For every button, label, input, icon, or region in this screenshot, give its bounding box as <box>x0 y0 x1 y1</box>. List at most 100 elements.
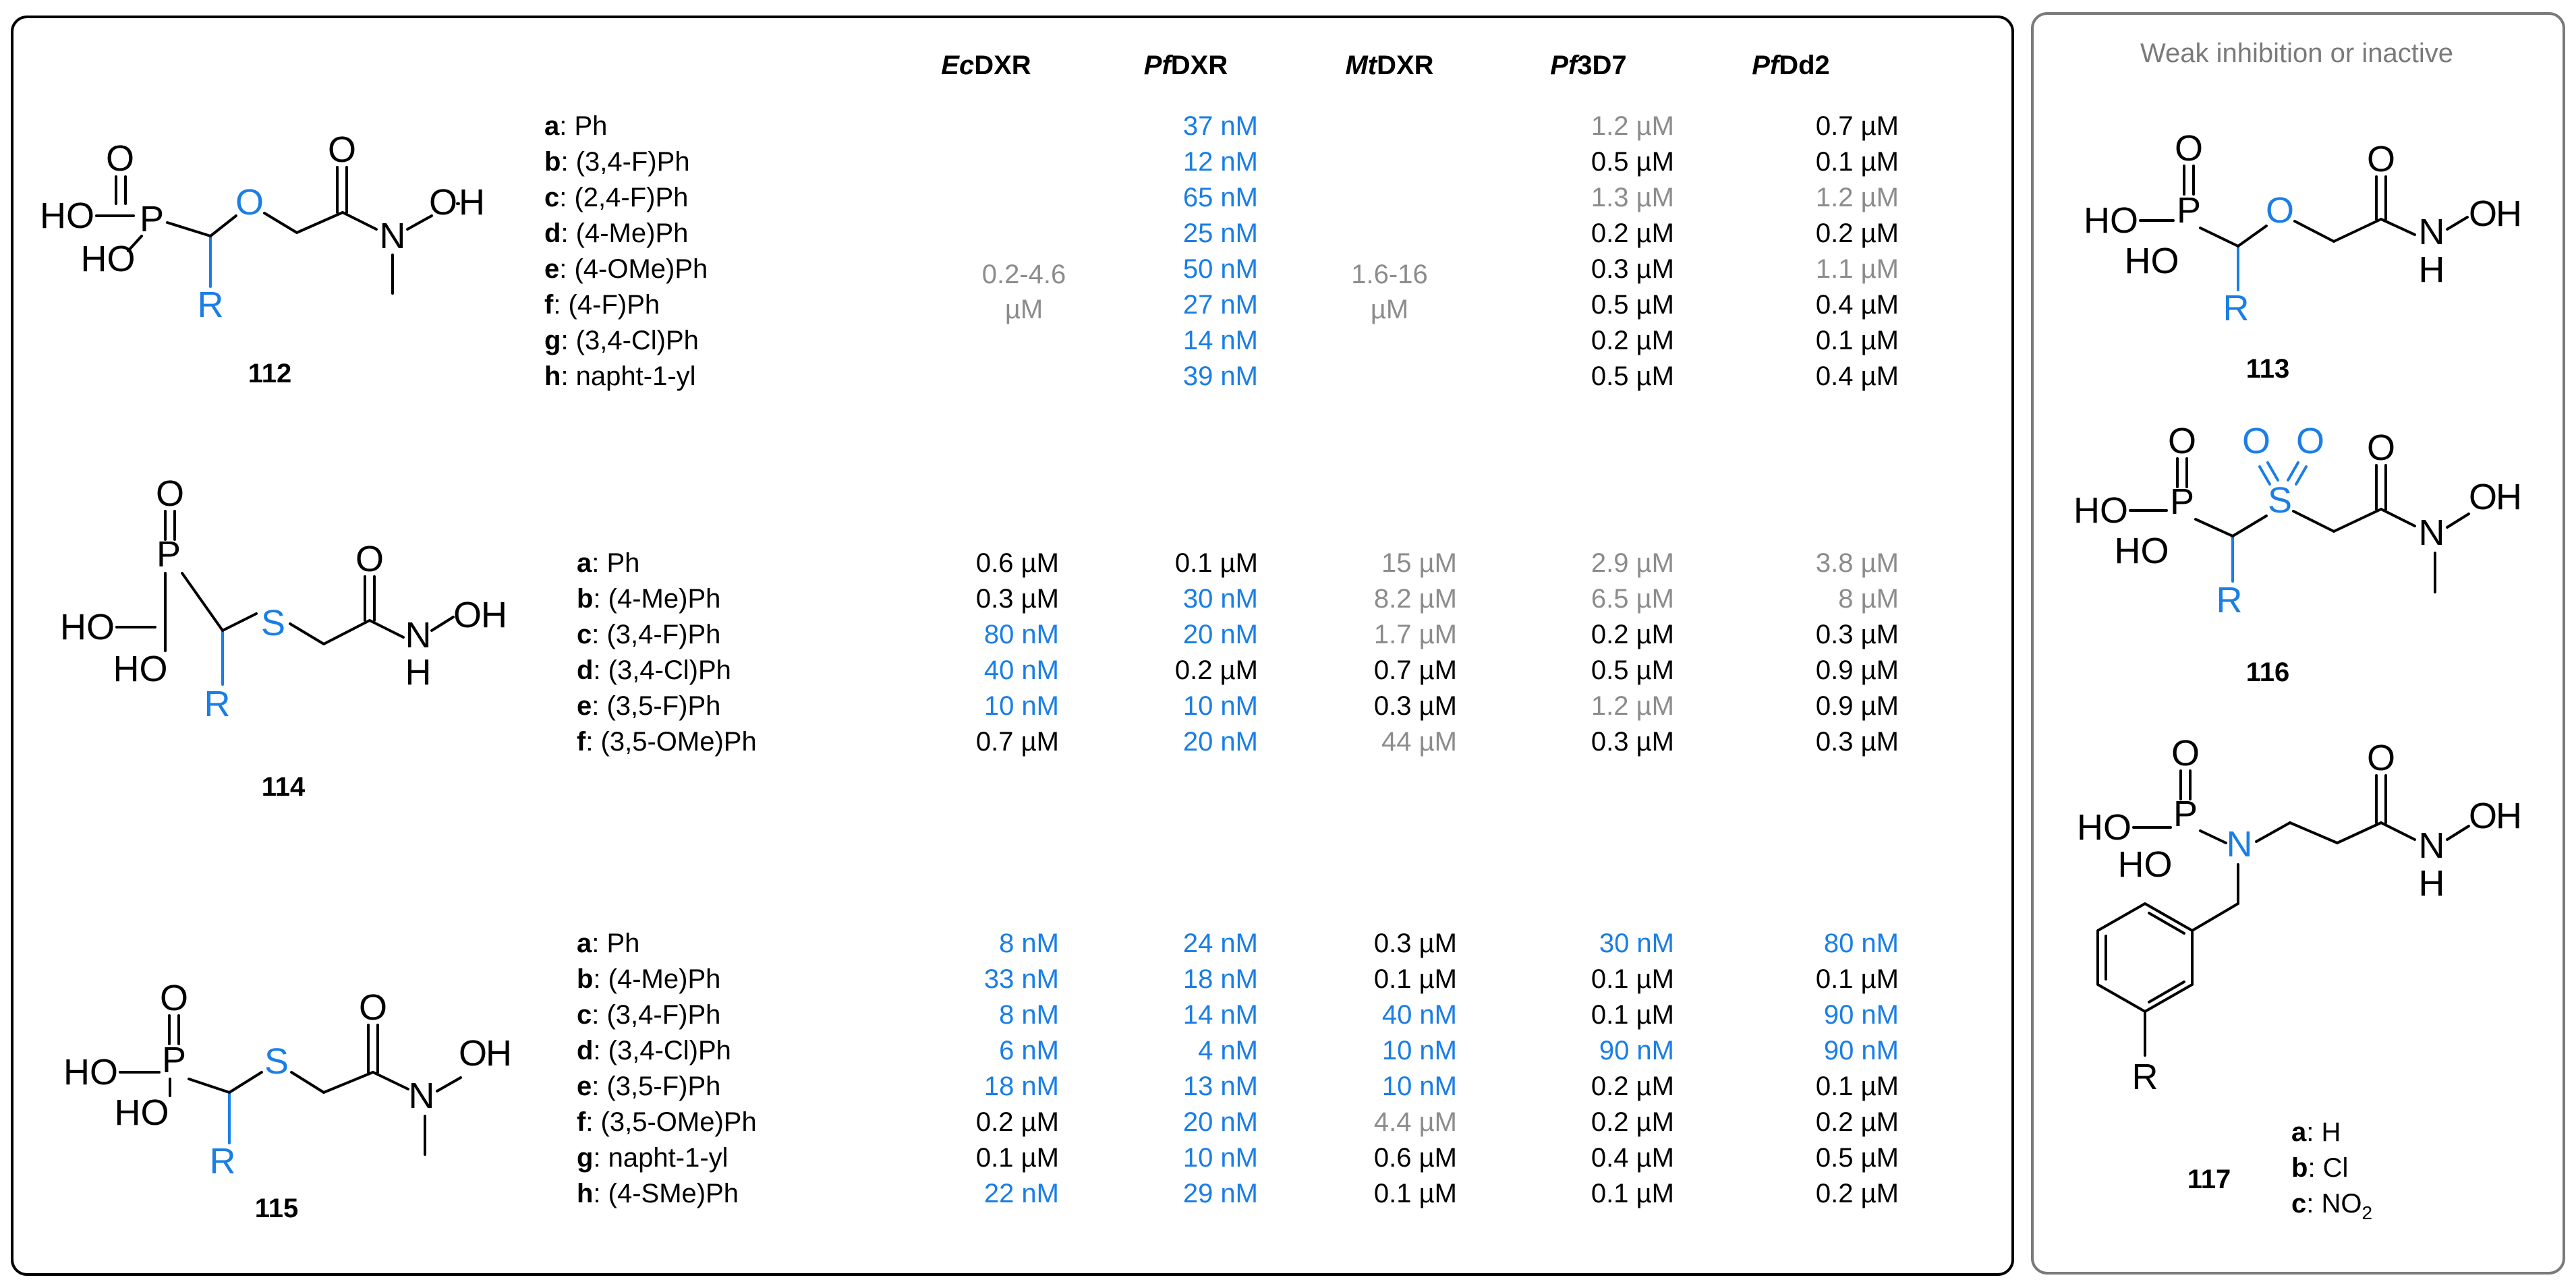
structure-116: O P HO HO R S O O O N O H 116 <box>2073 421 2522 687</box>
value-cell-p3d7: 0.5 µM <box>1591 290 1674 320</box>
atom-label: O <box>359 987 387 1028</box>
atom-label: O <box>2367 428 2395 468</box>
value-cell-dd2: 0.4 µM <box>1816 290 1899 320</box>
r-group-label: g: (3,4-Cl)Ph <box>544 326 699 355</box>
atom-label: O <box>453 595 482 635</box>
value-cell-p3d7: 2.9 µM <box>1591 548 1674 578</box>
header-pfdxr: PfDXR <box>1144 51 1228 80</box>
atom-label: R <box>198 285 224 325</box>
value-cell-ec: 33 nM <box>984 964 1059 994</box>
atom-label: O <box>328 129 356 170</box>
value-cell-p3d7: 0.2 µM <box>1591 326 1674 355</box>
compound-id-117: 117 <box>2187 1165 2231 1194</box>
value-cell-ec: 0.6 µM <box>976 548 1059 578</box>
value-cell-ec: 18 nM <box>984 1072 1059 1101</box>
value-cell-pf: 39 nM <box>1183 361 1258 391</box>
value-cell-pf: 10 nM <box>1183 691 1258 721</box>
atom-label: P <box>2173 794 2198 834</box>
value-cell-dd2: 8 µM <box>1838 584 1899 614</box>
value-cell-dd2: 0.2 µM <box>1816 1179 1899 1208</box>
structure-115: O P HO HO R S O N O H 115 <box>63 978 512 1223</box>
value-cell-pf: 29 nM <box>1183 1179 1258 1208</box>
value-cell-pf: 13 nM <box>1183 1072 1258 1101</box>
atom-label: H <box>2496 796 2522 836</box>
atom-label: R <box>204 684 231 724</box>
atom-label: O <box>2242 421 2270 461</box>
structure-112: O P HO HO R O O N O H 112 <box>40 129 485 388</box>
atom-label: P <box>140 199 164 239</box>
value-cell-pf: 20 nM <box>1183 727 1258 757</box>
value-cell-ec: 10 nM <box>984 691 1059 721</box>
value-cell-p3d7: 90 nM <box>1599 1036 1674 1065</box>
value-cell-pf: 24 nM <box>1183 929 1258 958</box>
r-group-label: f: (3,5-OMe)Ph <box>577 1107 757 1137</box>
atom-label: S <box>264 1041 289 1082</box>
r-group-label: d: (4-Me)Ph <box>544 218 688 248</box>
atom-label: O <box>2367 738 2395 778</box>
value-cell-ec: 0.7 µM <box>976 727 1059 757</box>
r-group-label: e: (3,5-F)Ph <box>577 1072 720 1101</box>
atom-label: S <box>2268 480 2292 521</box>
value-cell-pf: 18 nM <box>1183 964 1258 994</box>
atom-label: O <box>459 1033 487 1074</box>
value-cell-ec: 8 nM <box>999 1000 1059 1030</box>
value-cell-dd2: 0.1 µM <box>1816 147 1899 177</box>
main-panel-border <box>11 16 2014 1276</box>
atom-label: O <box>2168 421 2196 461</box>
r-group-label: a: Ph <box>577 548 639 578</box>
value-cell-mt: 0.3 µM <box>1374 691 1457 721</box>
header-mtdxr: MtDXR <box>1345 51 1433 80</box>
atom-label: P <box>156 534 181 575</box>
value-cell-dd2: 0.2 µM <box>1816 1107 1899 1137</box>
atom-label: N <box>2419 212 2445 252</box>
value-cell-p3d7: 6.5 µM <box>1591 584 1674 614</box>
header-ecdxr: EcDXR <box>941 51 1031 80</box>
r-group-label: c: (2,4-F)Ph <box>544 183 688 212</box>
value-cell-p3d7: 0.2 µM <box>1591 1072 1674 1101</box>
value-cell-mt: 1.7 µM <box>1374 620 1457 649</box>
value-cell-p3d7: 0.3 µM <box>1591 254 1674 284</box>
value-cell-dd2: 0.5 µM <box>1816 1143 1899 1173</box>
atom-label: H <box>459 182 485 223</box>
r-group-label: f: (3,5-OMe)Ph <box>577 727 757 757</box>
value-cell-dd2: 0.1 µM <box>1816 1072 1899 1101</box>
atom-label: O <box>2469 796 2497 836</box>
r-group-label: b: (4-Me)Ph <box>577 584 720 614</box>
structure-117: O P HO HO N O N H O H R 117 a: H b: Cl c: … <box>2077 733 2522 1223</box>
value-cell-mt: 0.7 µM <box>1374 655 1457 685</box>
value-cell-pf: 10 nM <box>1183 1143 1258 1173</box>
atom-label: N <box>2419 513 2445 553</box>
value-cell-pf: 0.1 µM <box>1175 548 1258 578</box>
atom-label: HO <box>2073 490 2128 531</box>
value-cell-dd2: 0.2 µM <box>1816 218 1899 248</box>
value-cell-ec: 6 nM <box>999 1036 1059 1065</box>
atom-label: HO <box>2118 844 2173 885</box>
value-cell-dd2: 0.1 µM <box>1816 326 1899 355</box>
value-cell-ec: 80 nM <box>984 620 1059 649</box>
atom-label: HO <box>2125 241 2179 281</box>
value-cell-ec: 8 nM <box>999 929 1059 958</box>
activity-values: 37 nM 12 nM 65 nM 25 nM 50 nM 27 nM 14 nM 39 nM… <box>976 111 1899 1208</box>
value-cell-p3d7: 0.5 µM <box>1591 655 1674 685</box>
structure-114: O P HO HO R S O N H O H 114 <box>60 473 507 802</box>
atom-label: O <box>2266 190 2294 231</box>
r-group-labels-115: a: Ph b: (4-Me)Ph c: (3,4-F)Ph d: (3,4-Cl)P… <box>577 929 757 1208</box>
atom-label: R <box>210 1141 236 1181</box>
atom-label: H <box>405 652 432 693</box>
atom-label: H <box>2496 477 2522 517</box>
compound-id-115: 115 <box>255 1194 299 1223</box>
value-cell-pf: 65 nM <box>1183 183 1258 212</box>
value-cell-pf: 37 nM <box>1183 111 1258 141</box>
value-cell-pf: 25 nM <box>1183 218 1258 248</box>
value-cell-dd2: 90 nM <box>1824 1036 1899 1065</box>
value-cell-mt: 0.1 µM <box>1374 1179 1457 1208</box>
value-cell-mt: 0.3 µM <box>1374 929 1457 958</box>
value-cell-dd2: 0.3 µM <box>1816 620 1899 649</box>
value-cell-p3d7: 0.5 µM <box>1591 147 1674 177</box>
value-cell-p3d7: 0.2 µM <box>1591 620 1674 649</box>
value-cell-mt: 4.4 µM <box>1374 1107 1457 1137</box>
atom-label: H <box>486 1033 512 1074</box>
value-cell-dd2: 0.7 µM <box>1816 111 1899 141</box>
atom-label: O <box>2175 128 2203 169</box>
